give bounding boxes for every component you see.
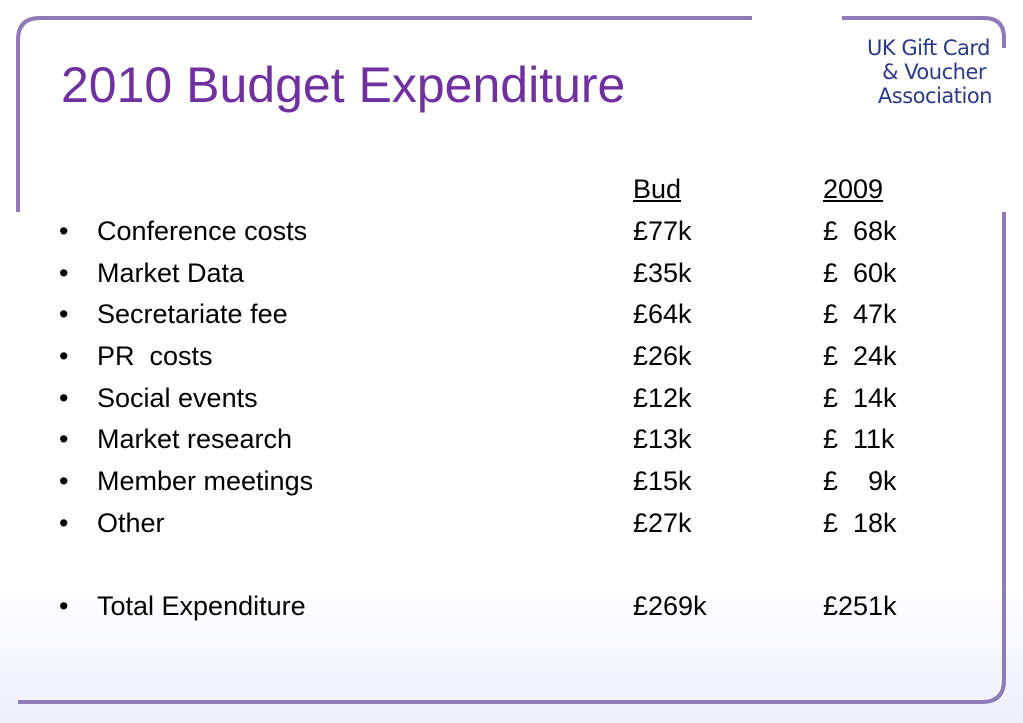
- row-bud-value: £77k: [633, 216, 692, 246]
- table-row: • Market Data £35k £ 60k: [0, 256, 1023, 290]
- row-bud-value: £26k: [633, 341, 692, 371]
- row-label: Member meetings: [97, 466, 314, 496]
- row-2009-value: £ 60k: [823, 258, 897, 288]
- header-bud: Bud: [633, 174, 682, 204]
- table-row: • Member meetings £15k £ 9k: [0, 464, 1023, 498]
- row-2009-value: £ 11k: [823, 424, 895, 454]
- table-header-row: Bud 2009: [0, 172, 1023, 206]
- association-logo: UK Gift Card & Voucher Association: [832, 36, 992, 108]
- table-row: • Secretariate fee £64k £ 47k: [0, 297, 1023, 331]
- total-bud-value: £269k: [633, 591, 707, 621]
- row-2009-value: £ 18k: [823, 508, 897, 538]
- row-label: Social events: [97, 383, 258, 413]
- row-label: Market Data: [97, 258, 245, 288]
- table-row: • Conference costs £77k £ 68k: [0, 214, 1023, 248]
- logo-line-2: & Voucher: [882, 60, 986, 84]
- table-row: • PR costs £26k £ 24k: [0, 339, 1023, 373]
- row-label: Market research: [97, 424, 293, 454]
- bullet: •: [59, 341, 69, 371]
- row-label: Other: [97, 508, 165, 538]
- row-bud-value: £27k: [633, 508, 692, 538]
- row-label: Secretariate fee: [97, 299, 288, 329]
- row-label: Conference costs: [97, 216, 308, 246]
- bullet: •: [59, 508, 69, 538]
- table-total-row: • Total Expenditure £269k £251k: [0, 589, 1023, 623]
- bullet: •: [59, 299, 69, 329]
- logo-line-3: Association: [877, 84, 993, 108]
- bullet: •: [59, 258, 69, 288]
- header-2009: 2009: [823, 174, 884, 204]
- row-bud-value: £13k: [633, 424, 692, 454]
- bullet: •: [59, 216, 69, 246]
- row-2009-value: £ 68k: [823, 216, 897, 246]
- bullet: •: [59, 466, 69, 496]
- row-2009-value: £ 47k: [823, 299, 897, 329]
- slide-title: 2010 Budget Expenditure: [61, 57, 626, 113]
- bullet: •: [59, 383, 69, 413]
- bullet: •: [59, 424, 69, 454]
- table-row: • Other £27k £ 18k: [0, 506, 1023, 540]
- row-2009-value: £ 14k: [823, 383, 897, 413]
- row-label: PR costs: [97, 341, 213, 371]
- row-bud-value: £64k: [633, 299, 692, 329]
- table-row: • Market research £13k £ 11k: [0, 422, 1023, 456]
- total-2009-value: £251k: [823, 591, 897, 621]
- row-2009-value: £ 9k: [823, 466, 897, 496]
- row-2009-value: £ 24k: [823, 341, 897, 371]
- row-bud-value: £35k: [633, 258, 692, 288]
- total-label: Total Expenditure: [97, 591, 306, 621]
- table-row: • Social events £12k £ 14k: [0, 381, 1023, 415]
- row-bud-value: £12k: [633, 383, 692, 413]
- logo-line-1: UK Gift Card: [867, 36, 990, 60]
- row-bud-value: £15k: [633, 466, 692, 496]
- bullet: •: [59, 591, 69, 621]
